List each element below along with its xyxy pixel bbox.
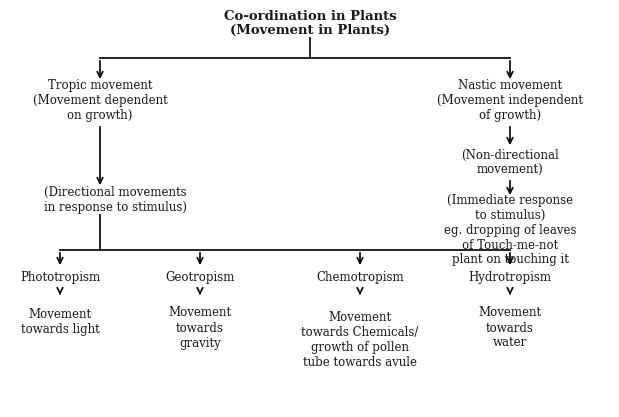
Text: Movement
towards
water: Movement towards water xyxy=(478,306,542,349)
Text: Tropic movement
(Movement dependent
on growth): Tropic movement (Movement dependent on g… xyxy=(33,78,167,121)
Text: (Non-directional
movement): (Non-directional movement) xyxy=(461,149,559,177)
Text: Nastic movement
(Movement independent
of growth): Nastic movement (Movement independent of… xyxy=(437,78,583,121)
Text: Movement
towards Chemicals/
growth of pollen
tube towards avule: Movement towards Chemicals/ growth of po… xyxy=(301,311,418,369)
Text: Phototropism: Phototropism xyxy=(20,271,100,284)
Text: Chemotropism: Chemotropism xyxy=(316,271,404,284)
Text: (Immediate response
to stimulus)
eg. dropping of leaves
of Touch-me-not
plant on: (Immediate response to stimulus) eg. dro… xyxy=(444,193,576,266)
Text: Movement
towards light: Movement towards light xyxy=(20,308,100,336)
Text: Co-ordination in Plants: Co-ordination in Plants xyxy=(223,10,396,23)
Text: (Movement in Plants): (Movement in Plants) xyxy=(230,23,390,37)
Text: Hydrotropism: Hydrotropism xyxy=(469,271,552,284)
Text: Movement
towards
gravity: Movement towards gravity xyxy=(168,306,232,349)
Text: Geotropism: Geotropism xyxy=(165,271,235,284)
Text: (Directional movements
in response to stimulus): (Directional movements in response to st… xyxy=(43,186,186,214)
